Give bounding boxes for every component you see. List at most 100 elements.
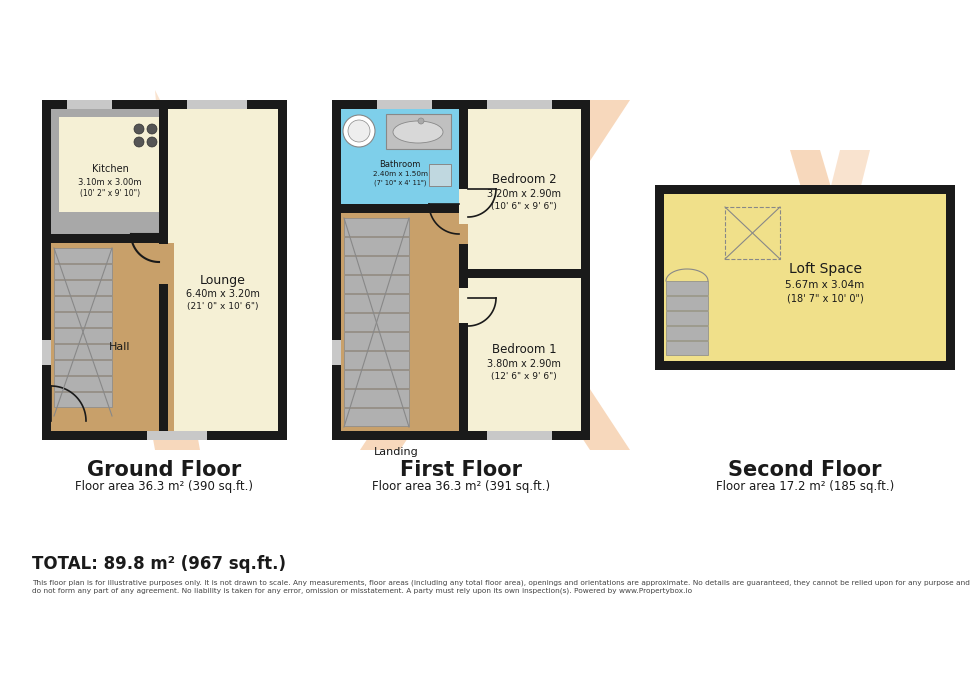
Circle shape xyxy=(134,137,144,147)
Bar xyxy=(664,194,946,361)
Bar xyxy=(666,341,708,355)
Bar xyxy=(341,109,581,431)
Bar xyxy=(341,109,459,204)
Bar xyxy=(42,100,51,440)
Text: (7' 10" x 4' 11"): (7' 10" x 4' 11") xyxy=(373,179,426,186)
Bar xyxy=(54,280,112,295)
Polygon shape xyxy=(155,90,200,400)
Bar xyxy=(54,296,112,311)
Bar xyxy=(54,248,112,263)
Text: This floor plan is for illustrative purposes only. It is not drawn to scale. Any: This floor plan is for illustrative purp… xyxy=(32,580,970,594)
Bar xyxy=(54,328,112,343)
Bar xyxy=(278,100,287,440)
Bar xyxy=(666,281,708,295)
Circle shape xyxy=(418,118,424,124)
Bar xyxy=(159,109,168,431)
Circle shape xyxy=(134,124,144,134)
Polygon shape xyxy=(790,150,870,350)
Text: Ground Floor: Ground Floor xyxy=(87,460,241,480)
Circle shape xyxy=(147,137,157,147)
Text: 3.80m x 2.90m: 3.80m x 2.90m xyxy=(487,359,561,369)
Bar xyxy=(59,117,159,212)
Bar xyxy=(487,100,552,109)
Bar xyxy=(487,431,552,440)
Bar xyxy=(655,185,664,370)
Bar xyxy=(42,340,51,365)
Bar xyxy=(429,164,451,186)
Bar xyxy=(54,376,112,391)
Bar xyxy=(51,109,278,431)
Text: 5.67m x 3.04m: 5.67m x 3.04m xyxy=(785,280,864,290)
Text: (10' 2" x 9' 10"): (10' 2" x 9' 10") xyxy=(80,188,140,197)
Bar xyxy=(725,207,780,259)
Bar xyxy=(54,312,112,327)
Bar xyxy=(42,431,287,440)
Text: Bedroom 1: Bedroom 1 xyxy=(492,342,557,356)
Bar xyxy=(666,311,708,325)
Bar xyxy=(341,204,459,213)
Text: Kitchen: Kitchen xyxy=(91,164,128,174)
Polygon shape xyxy=(360,100,630,450)
Text: Bathroom: Bathroom xyxy=(379,160,420,169)
Text: Floor area 36.3 m² (391 sq.ft.): Floor area 36.3 m² (391 sq.ft.) xyxy=(372,480,550,493)
Text: (10' 6" x 9' 6"): (10' 6" x 9' 6") xyxy=(491,201,557,210)
Text: Floor area 36.3 m² (390 sq.ft.): Floor area 36.3 m² (390 sq.ft.) xyxy=(75,480,253,493)
Bar xyxy=(332,100,341,440)
Circle shape xyxy=(348,120,370,142)
Bar xyxy=(666,296,708,310)
Bar xyxy=(459,189,468,224)
Bar xyxy=(344,294,409,312)
Bar xyxy=(51,109,159,234)
Bar xyxy=(54,360,112,375)
Bar xyxy=(581,100,590,440)
Bar xyxy=(147,431,207,440)
Bar xyxy=(344,408,409,426)
Bar xyxy=(344,370,409,388)
Polygon shape xyxy=(790,150,870,320)
Bar xyxy=(344,256,409,274)
Text: 3.20m x 2.90m: 3.20m x 2.90m xyxy=(487,189,561,199)
Bar xyxy=(51,234,159,243)
Bar xyxy=(386,114,451,149)
Bar xyxy=(332,431,590,440)
Bar xyxy=(344,313,409,331)
Text: Landing: Landing xyxy=(373,447,418,457)
Bar xyxy=(187,100,247,109)
Bar xyxy=(468,109,581,269)
Bar xyxy=(332,100,590,440)
Bar xyxy=(54,264,112,279)
Bar xyxy=(655,185,955,194)
Bar xyxy=(666,326,708,340)
Text: Second Floor: Second Floor xyxy=(728,460,882,480)
Bar xyxy=(332,340,341,365)
Text: 6.40m x 3.20m: 6.40m x 3.20m xyxy=(186,289,260,299)
Bar xyxy=(54,392,112,407)
Text: Bedroom 2: Bedroom 2 xyxy=(492,173,557,186)
Bar xyxy=(655,185,955,370)
Bar xyxy=(468,269,581,278)
Bar xyxy=(51,243,174,431)
Text: TOTAL: 89.8 m² (967 sq.ft.): TOTAL: 89.8 m² (967 sq.ft.) xyxy=(32,555,286,573)
Bar xyxy=(54,344,112,359)
Circle shape xyxy=(147,124,157,134)
Bar xyxy=(377,100,432,109)
Bar xyxy=(946,185,955,370)
Text: Floor area 17.2 m² (185 sq.ft.): Floor area 17.2 m² (185 sq.ft.) xyxy=(715,480,894,493)
Bar xyxy=(344,275,409,293)
Text: (18' 7" x 10' 0"): (18' 7" x 10' 0") xyxy=(787,293,863,303)
Text: First Floor: First Floor xyxy=(400,460,522,480)
Text: 2.40m x 1.50m: 2.40m x 1.50m xyxy=(372,171,427,177)
Bar xyxy=(344,237,409,255)
Bar xyxy=(67,100,112,109)
Bar xyxy=(344,351,409,369)
Polygon shape xyxy=(360,100,630,450)
Text: 3.10m x 3.00m: 3.10m x 3.00m xyxy=(78,177,142,186)
Text: Hall: Hall xyxy=(109,342,130,352)
Bar xyxy=(655,361,955,370)
Bar xyxy=(459,288,468,323)
Bar xyxy=(159,244,168,284)
Bar xyxy=(42,100,287,109)
Text: Lounge: Lounge xyxy=(200,273,246,286)
Bar xyxy=(459,209,468,244)
Text: Loft Space: Loft Space xyxy=(789,262,861,276)
